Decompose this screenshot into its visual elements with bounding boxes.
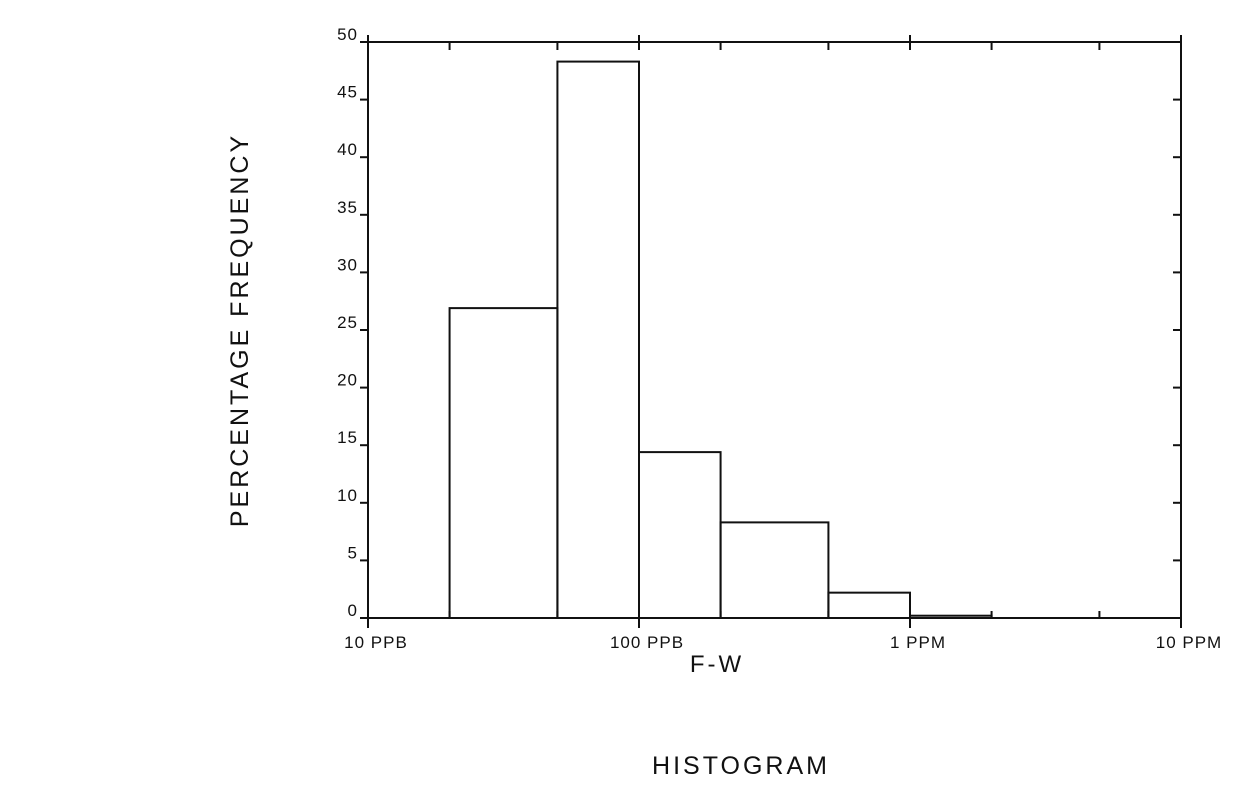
y-tick-label: 45 — [337, 83, 358, 102]
histogram-bar — [556, 60, 641, 620]
histogram-bar — [638, 451, 722, 619]
y-tick-label: 30 — [337, 255, 358, 274]
y-tick-label: 10 — [337, 486, 358, 505]
x-axis-ticks: 10 PPB 100 PPB 1 PPM 10 PPM — [344, 35, 1222, 652]
y-tick-label: 25 — [337, 313, 358, 332]
y-tick-label: 0 — [348, 601, 358, 620]
y-tick-label: 40 — [337, 140, 358, 159]
histogram-bars — [448, 60, 993, 620]
histogram-bar — [448, 307, 559, 619]
x-tick-label: 10 PPM — [1156, 633, 1222, 652]
histogram-bar — [719, 521, 830, 619]
x-axis-title: F-W — [690, 651, 744, 678]
y-tick-label: 15 — [337, 428, 358, 447]
y-tick-label: 35 — [337, 198, 358, 217]
chart-title: HISTOGRAM — [652, 752, 830, 780]
y-tick-label: 5 — [348, 543, 358, 562]
x-tick-label: 10 PPB — [344, 633, 408, 652]
histogram-bar — [827, 591, 912, 620]
y-tick-label: 20 — [337, 371, 358, 390]
y-axis-title: PERCENTAGE FREQUENCY — [226, 133, 254, 527]
histogram-bar — [909, 614, 993, 619]
x-tick-label: 100 PPB — [610, 633, 684, 652]
y-axis-ticks: 0 5 10 15 20 25 30 35 40 45 50 — [337, 25, 1181, 620]
y-tick-label: 50 — [337, 25, 358, 44]
x-tick-label: 1 PPM — [890, 633, 946, 652]
